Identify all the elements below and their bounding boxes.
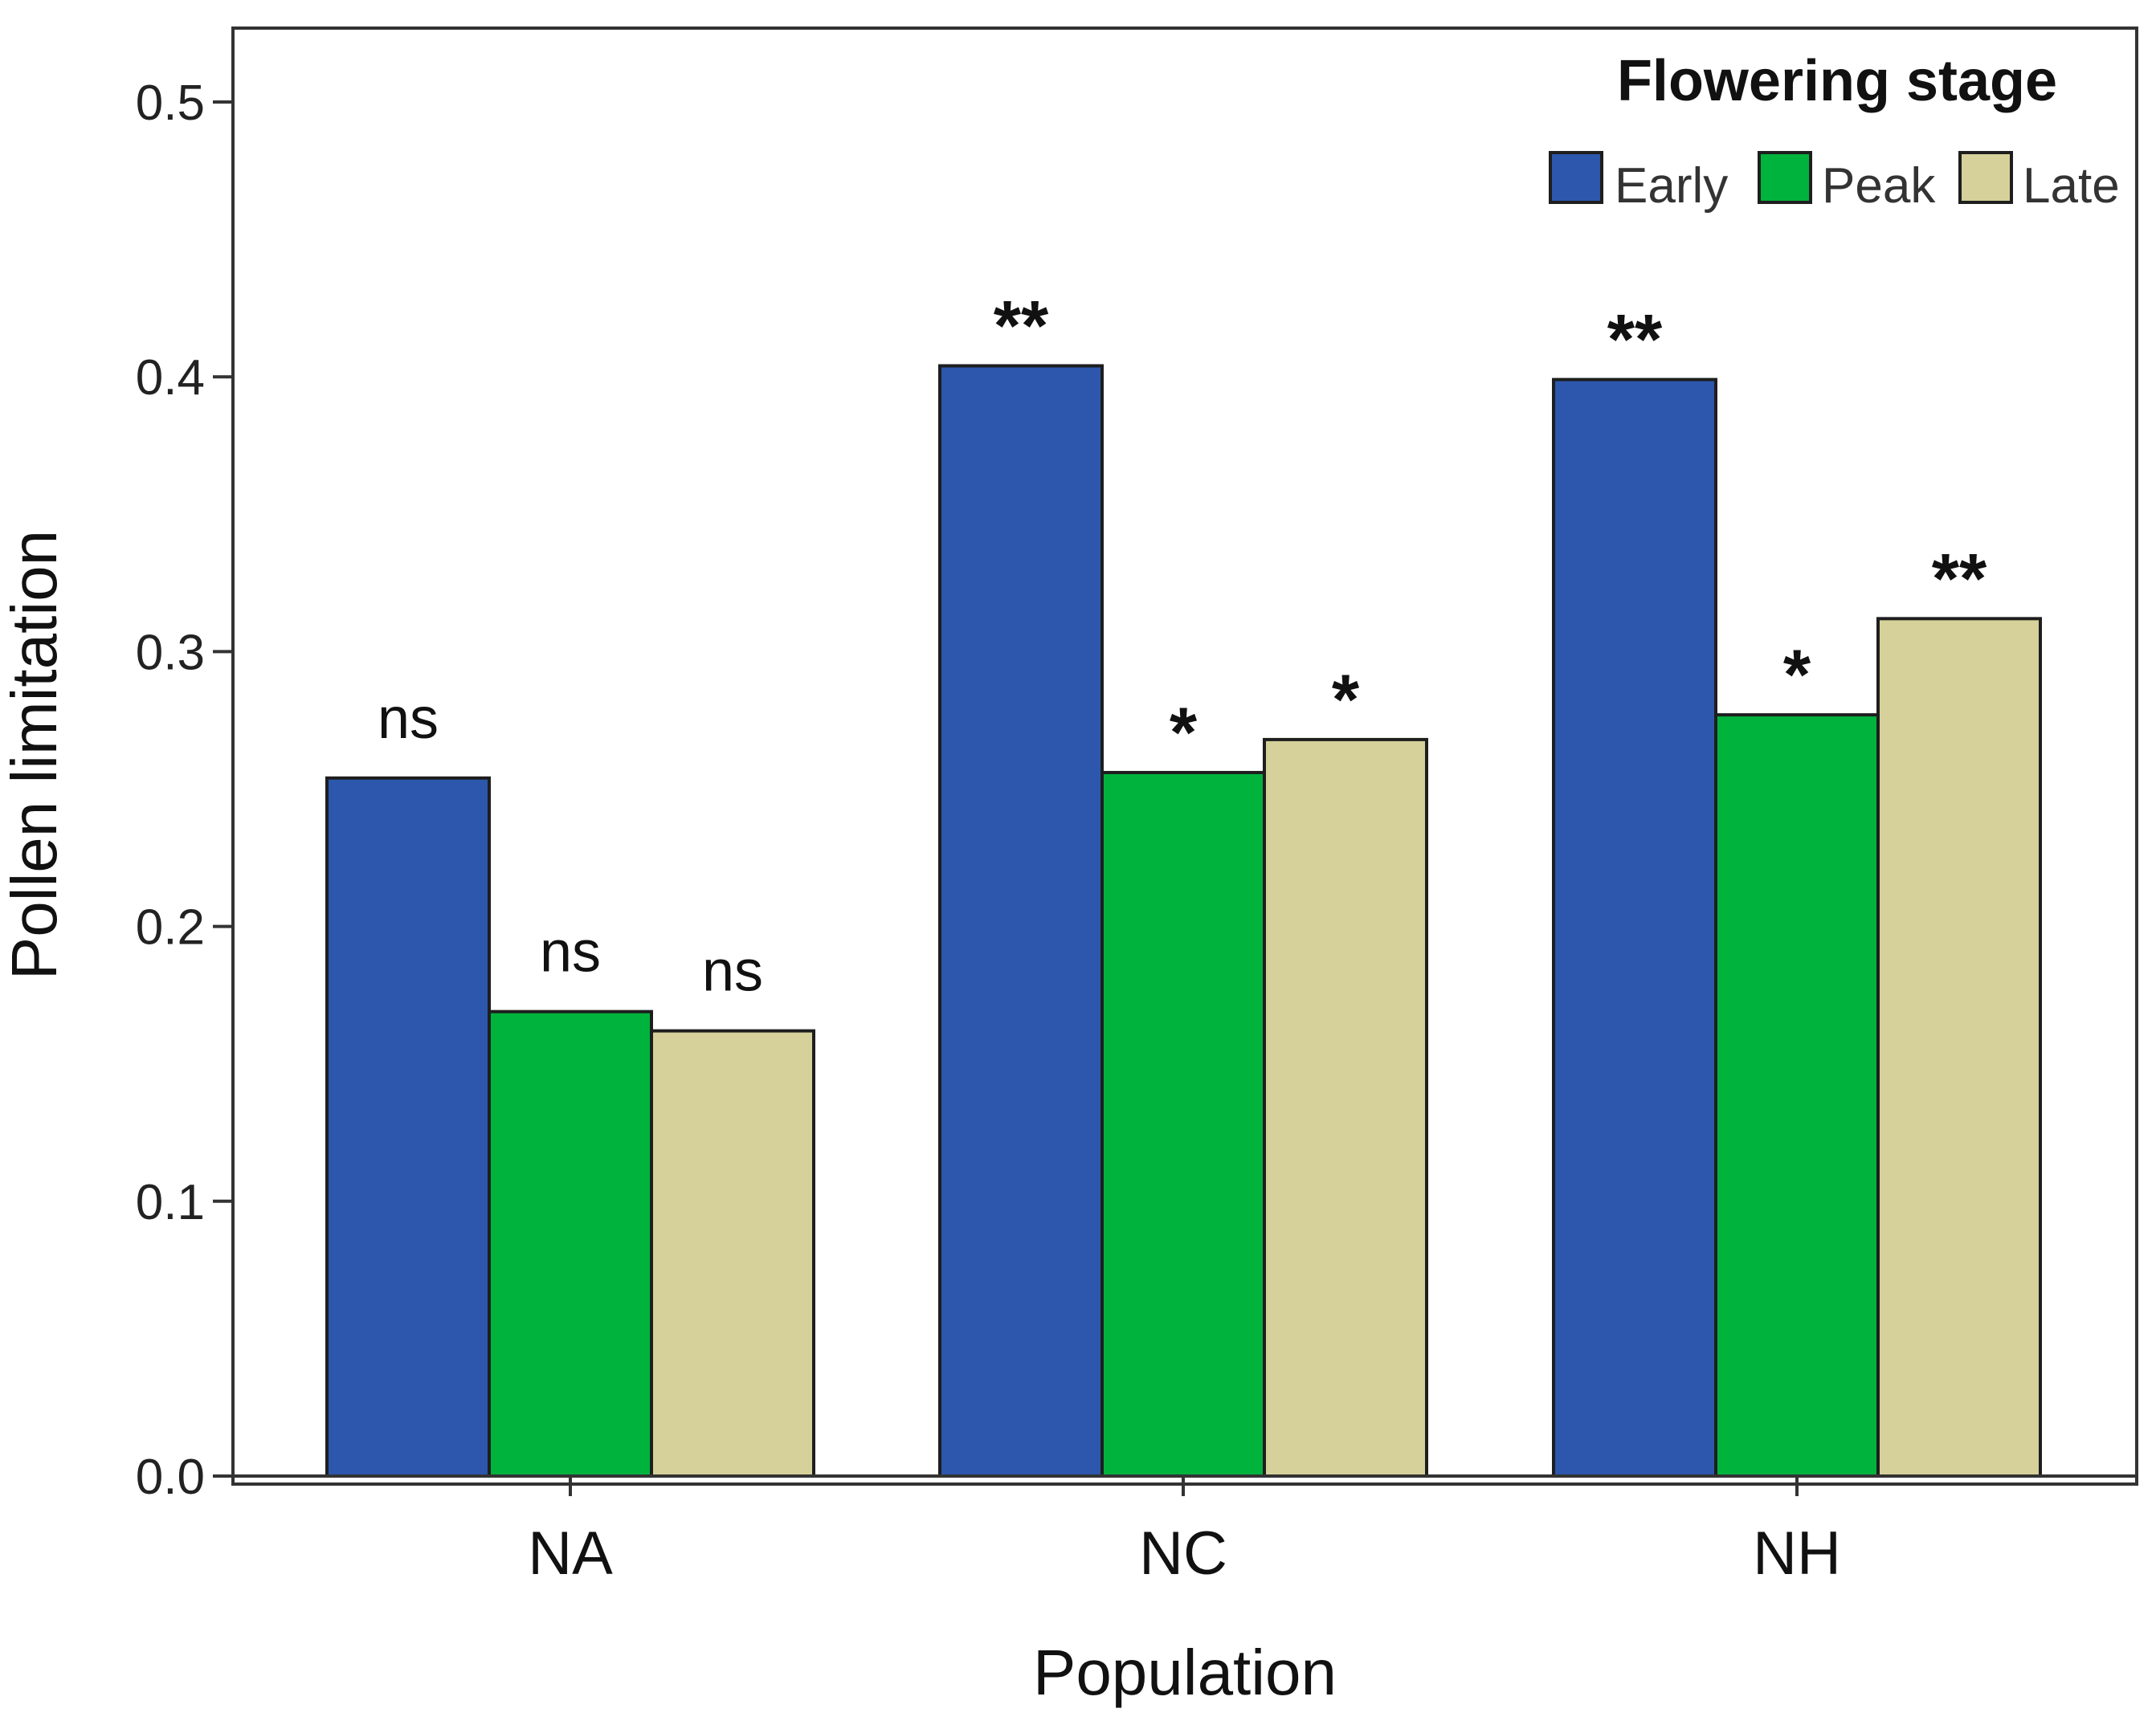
y-tick-label: 0.5 <box>136 75 205 131</box>
x-tick-label: NC <box>1139 1519 1227 1588</box>
bar-early-nh <box>1552 377 1717 1478</box>
legend-swatch-late <box>1958 151 2013 204</box>
bar-early-na <box>325 776 491 1478</box>
significance-label: * <box>1170 692 1198 772</box>
y-tick-label: 0.1 <box>136 1175 205 1230</box>
x-tick-label: NA <box>528 1519 613 1588</box>
y-axis: 0.0 0.1 0.2 0.3 0.4 0.5 <box>136 28 235 1505</box>
legend-swatch-peak <box>1758 151 1812 204</box>
legend-label-early: Early <box>1615 158 1728 214</box>
y-axis-title: Pollen limitation <box>0 530 70 980</box>
bar-late-nc <box>1263 737 1428 1478</box>
significance-label: * <box>1332 659 1360 739</box>
bar-early-nc <box>938 364 1104 1478</box>
x-axis: NA NC NH <box>233 1474 2137 1588</box>
bar-late-na <box>650 1029 815 1478</box>
bar-peak-na <box>488 1009 653 1478</box>
legend-swatch-early <box>1549 151 1603 204</box>
bar-peak-nh <box>1714 713 1880 1478</box>
significance-label: ns <box>540 920 601 985</box>
legend-title: Flowering stage <box>1617 49 2057 113</box>
x-tick-label: NH <box>1753 1519 1841 1588</box>
legend: Flowering stage Early Peak Late <box>1549 49 2120 214</box>
legend-label-peak: Peak <box>1822 158 1936 214</box>
y-tick-label: 0.2 <box>136 900 205 956</box>
significance-label: ns <box>378 687 439 751</box>
significance-label: ** <box>1932 538 1987 618</box>
significance-label: ** <box>994 286 1049 365</box>
x-axis-title: Population <box>1033 1637 1337 1708</box>
y-tick-label: 0.4 <box>136 350 205 406</box>
bar-peak-nc <box>1100 770 1266 1478</box>
significance-label: ** <box>1607 300 1663 379</box>
significance-label: ns <box>702 940 763 1004</box>
significance-label: * <box>1783 634 1811 714</box>
bar-late-nh <box>1876 617 2042 1478</box>
y-tick-label: 0.0 <box>136 1450 205 1505</box>
y-tick-label: 0.3 <box>136 625 205 680</box>
legend-label-late: Late <box>2023 158 2120 214</box>
